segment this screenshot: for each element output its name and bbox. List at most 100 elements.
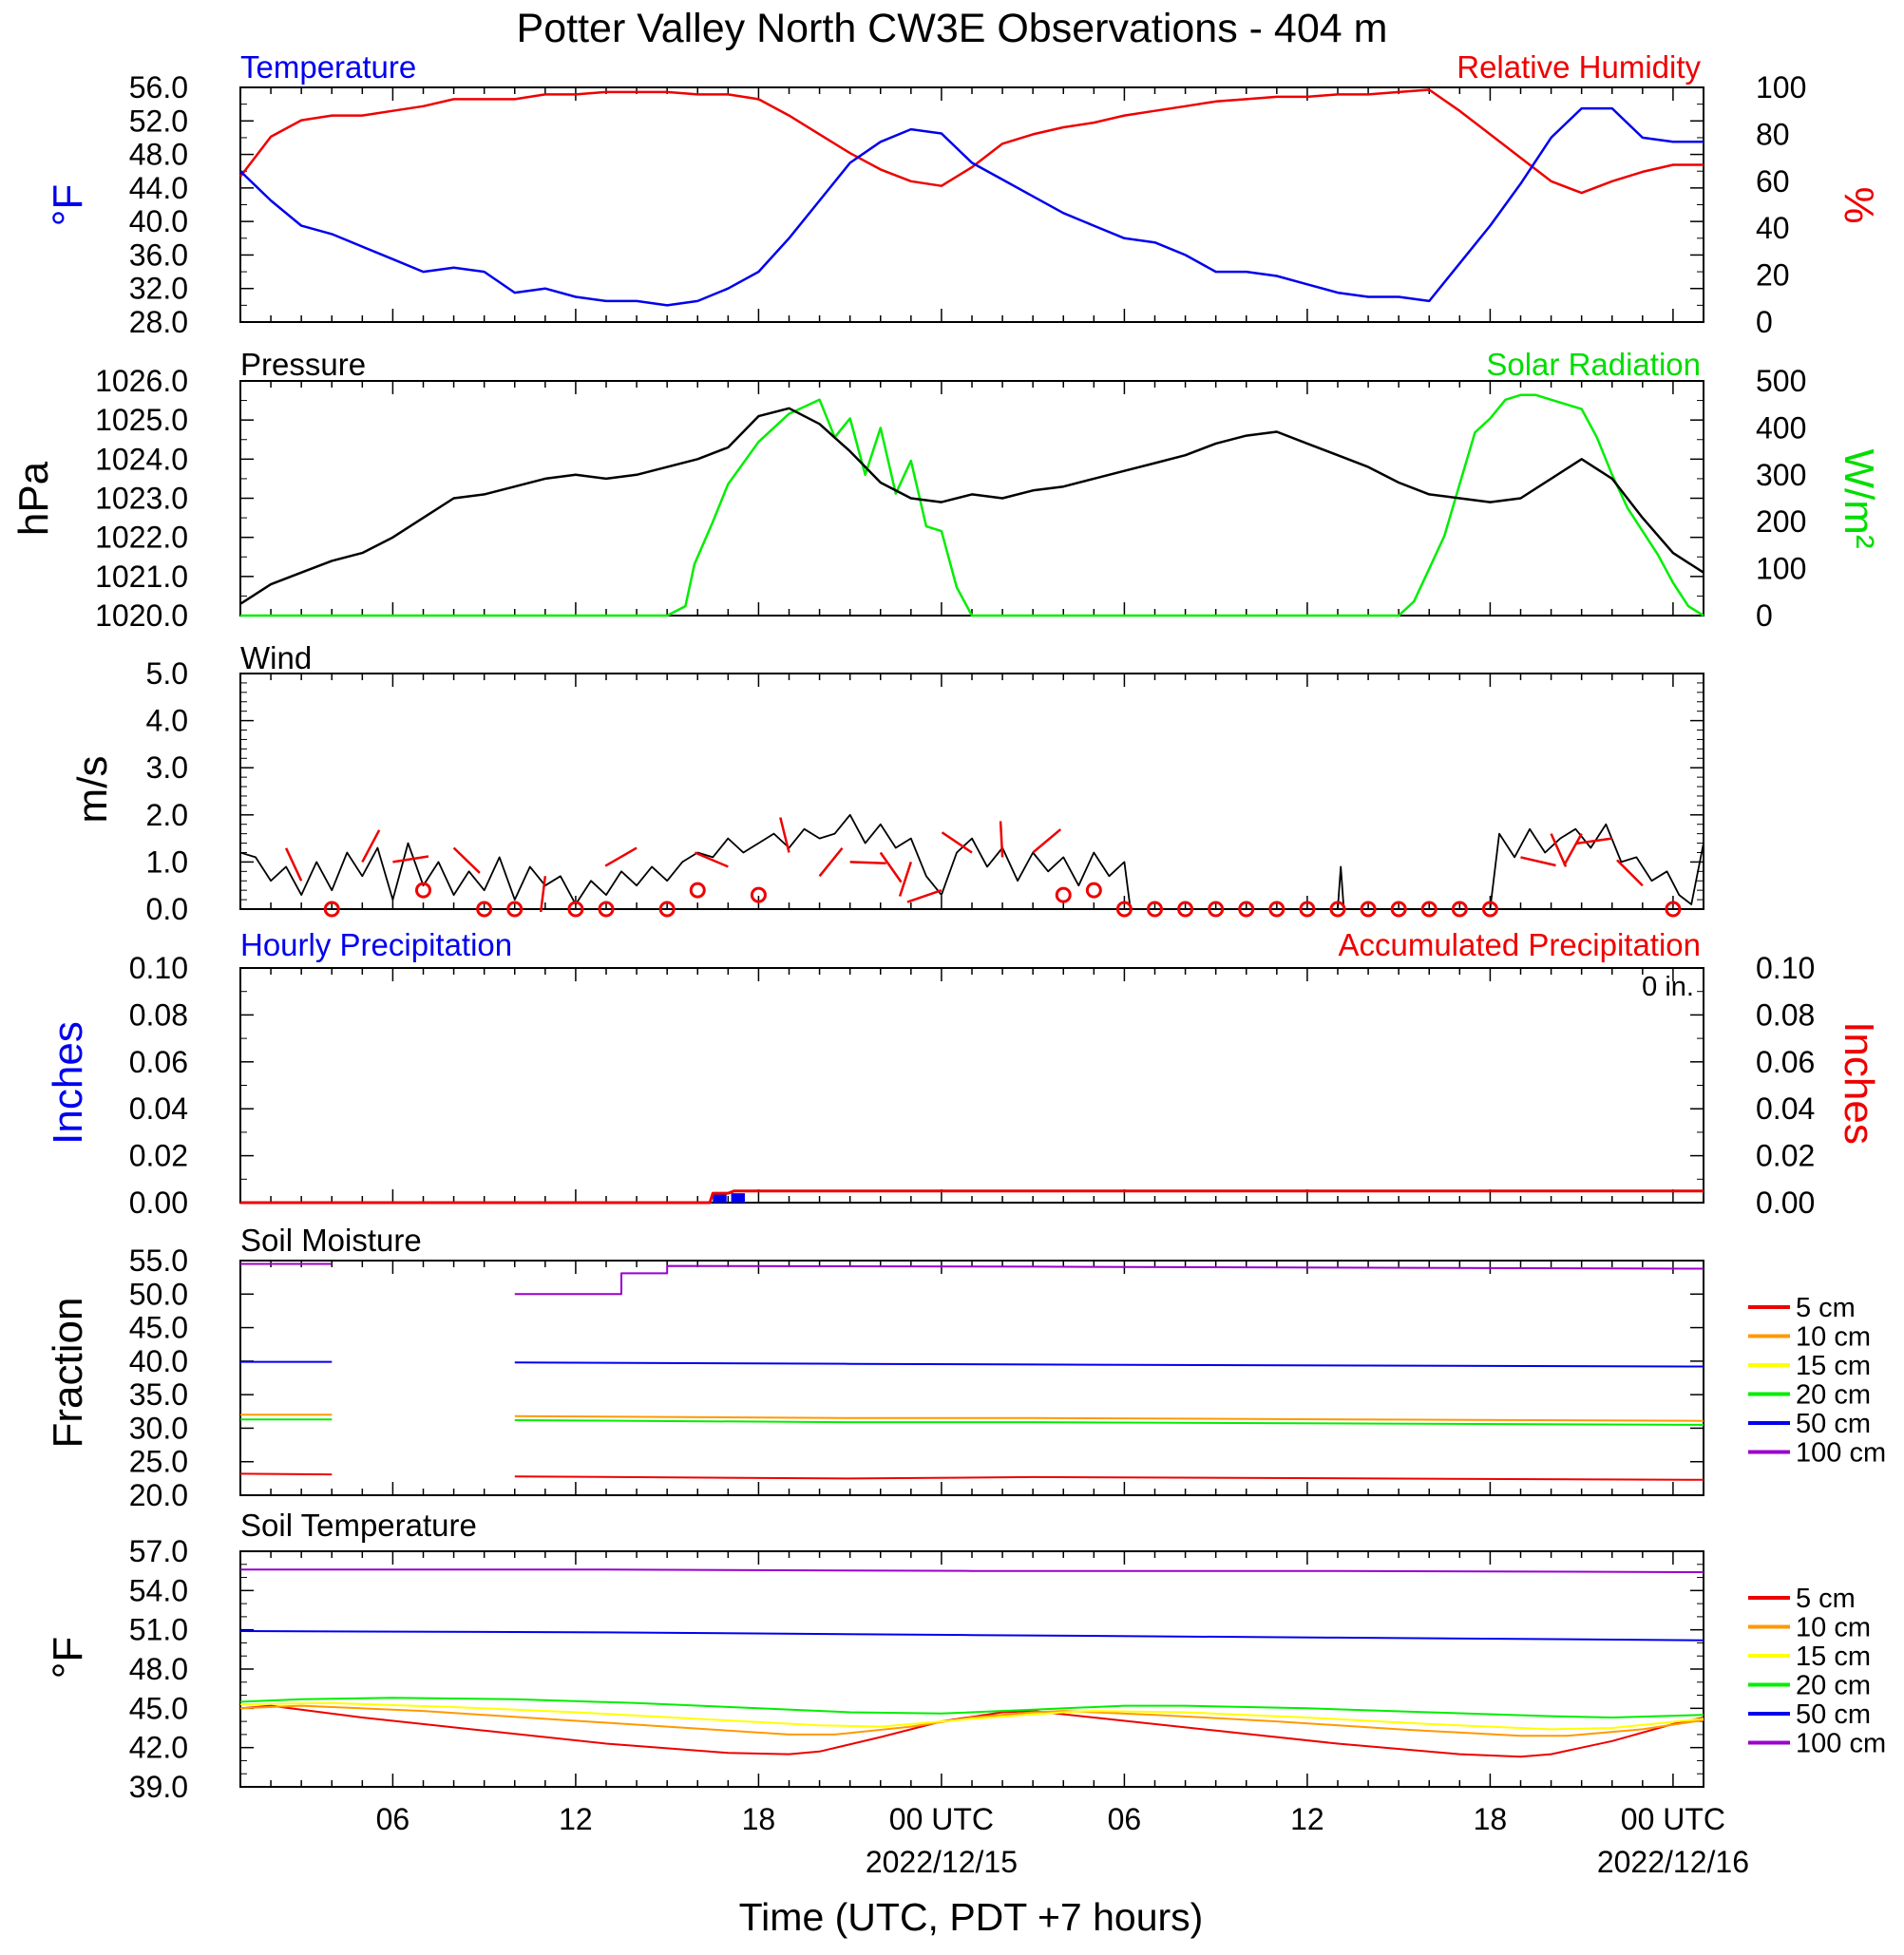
wind-barb xyxy=(361,829,381,863)
y-tick-label: 42.0 xyxy=(129,1731,188,1765)
y-tick-label: 40.0 xyxy=(129,204,188,238)
soil-temperature-line xyxy=(240,1568,1704,1573)
solar-title: Solar Radiation xyxy=(1486,347,1701,382)
y-tick-label: 32.0 xyxy=(129,272,188,306)
y-tick-label: 0.00 xyxy=(1756,1186,1815,1220)
x-tick-label: 18 xyxy=(742,1802,776,1836)
legend-label: 15 cm xyxy=(1796,1642,1871,1672)
calm-wind-marker xyxy=(415,882,431,899)
calm-wind-marker xyxy=(506,901,524,918)
y-tick-label: 80 xyxy=(1756,117,1790,151)
accum-precip-title: Accumulated Precipitation xyxy=(1338,927,1701,962)
y-tick-label: 0.02 xyxy=(1756,1139,1815,1173)
y-tick-label: 30.0 xyxy=(129,1411,188,1445)
calm-wind-marker xyxy=(658,901,676,918)
y-tick-label: 0.08 xyxy=(1756,997,1815,1032)
humidity-axis-label: % xyxy=(1836,186,1882,223)
y-tick-label: 0.08 xyxy=(129,997,188,1032)
y-tick-label: 0.10 xyxy=(1756,951,1815,985)
wind-barb xyxy=(1520,856,1556,867)
wind-barb xyxy=(818,846,844,878)
y-tick-label: 200 xyxy=(1756,504,1806,539)
y-tick-label: 1021.0 xyxy=(95,560,188,594)
y-tick-label: 0.06 xyxy=(1756,1045,1815,1079)
wind-panel: Wind m/s 0.0 1.0 2.0 3.0 4.0 5.0 xyxy=(69,640,1704,926)
accum-precip-total: 0 in. xyxy=(1642,972,1694,1002)
wind-barb xyxy=(879,851,903,883)
calm-wind-marker xyxy=(750,886,767,903)
temperature-axis-label: °F xyxy=(45,184,91,226)
calm-wind-marker xyxy=(598,901,615,918)
y-tick-label: 300 xyxy=(1756,458,1806,492)
hourly-precip-bar xyxy=(713,1193,727,1203)
y-tick-label: 35.0 xyxy=(129,1377,188,1412)
accumulated-precip-line xyxy=(240,1189,1704,1205)
y-tick-label: 0 xyxy=(1756,598,1773,633)
x-tick-label: 00 UTC xyxy=(1621,1802,1725,1836)
calm-wind-marker xyxy=(1299,901,1316,918)
calm-wind-marker xyxy=(1085,882,1102,899)
y-tick-label: 20 xyxy=(1756,258,1790,293)
legend-label: 15 cm xyxy=(1796,1351,1871,1381)
calm-wind-marker xyxy=(1665,901,1682,918)
calm-wind-marker xyxy=(1481,901,1498,918)
calm-wind-marker xyxy=(1451,901,1468,918)
x-date-label: 2022/12/15 xyxy=(866,1845,1018,1879)
x-tick-label: 12 xyxy=(559,1802,593,1836)
y-tick-label: 1020.0 xyxy=(95,598,188,633)
soil-moisture-line xyxy=(514,1264,1704,1296)
time-axis-label: Time (UTC, PDT +7 hours) xyxy=(739,1895,1204,1939)
legend-label: 5 cm xyxy=(1796,1584,1856,1614)
temperature-title: Temperature xyxy=(240,49,416,85)
y-tick-label: 39.0 xyxy=(129,1770,188,1804)
legend-label: 5 cm xyxy=(1796,1293,1856,1323)
y-tick-label: 0.04 xyxy=(129,1091,188,1126)
y-tick-label: 1022.0 xyxy=(95,521,188,555)
wind-barb xyxy=(999,821,1004,858)
y-tick-label: 52.0 xyxy=(129,104,188,138)
soil-moisture-title: Soil Moisture xyxy=(240,1223,422,1258)
soil-moisture-line xyxy=(514,1419,1704,1426)
soil-temperature-line xyxy=(239,1630,1704,1642)
calm-wind-marker xyxy=(1360,901,1377,918)
y-tick-label: 54.0 xyxy=(129,1573,188,1607)
soil-temperature-line xyxy=(239,1704,1704,1737)
soil-moisture-line xyxy=(514,1475,1704,1481)
hourly-precip-bar xyxy=(731,1193,745,1203)
y-tick-label: 0.02 xyxy=(129,1139,188,1173)
temperature-line xyxy=(239,106,1704,307)
y-tick-label: 100 xyxy=(1756,552,1806,586)
soil-temperature-line xyxy=(239,1697,1704,1718)
time-axis: 06 12 18 00 UTC 2022/12/15 06 12 18 00 UTC 2022/1… xyxy=(376,1802,1749,1879)
legend-label: 100 cm xyxy=(1796,1438,1886,1469)
y-tick-label: 45.0 xyxy=(129,1691,188,1725)
legend-label: 20 cm xyxy=(1796,1380,1871,1411)
wind-barb xyxy=(694,851,729,868)
x-tick-label: 12 xyxy=(1290,1802,1324,1836)
y-tick-label: 1023.0 xyxy=(95,482,188,516)
soil-moisture-line xyxy=(514,1361,1704,1368)
accum-precip-axis-label: Inches xyxy=(1836,1021,1882,1145)
calm-wind-marker xyxy=(1208,901,1225,918)
y-tick-label: 1025.0 xyxy=(95,403,188,437)
soil-moisture-line xyxy=(239,1472,333,1476)
wind-barb xyxy=(1032,828,1062,854)
hourly-precip-title: Hourly Precipitation xyxy=(240,927,512,962)
soil-moisture-axis-label: Fraction xyxy=(45,1298,91,1449)
humidity-title: Relative Humidity xyxy=(1457,49,1701,85)
y-tick-label: 55.0 xyxy=(129,1243,188,1278)
calm-wind-marker xyxy=(689,882,706,899)
y-tick-label: 5.0 xyxy=(146,656,188,691)
legend-label: 10 cm xyxy=(1796,1613,1871,1643)
calm-wind-marker xyxy=(1147,901,1163,918)
humidity-line xyxy=(239,88,1704,195)
y-tick-label: 20.0 xyxy=(129,1478,188,1512)
y-tick-label: 4.0 xyxy=(146,704,188,738)
soil-moisture-line xyxy=(514,1414,1704,1422)
calm-wind-marker xyxy=(1177,901,1194,918)
legend-label: 20 cm xyxy=(1796,1671,1871,1701)
pressure-axis-label: hPa xyxy=(10,461,57,536)
